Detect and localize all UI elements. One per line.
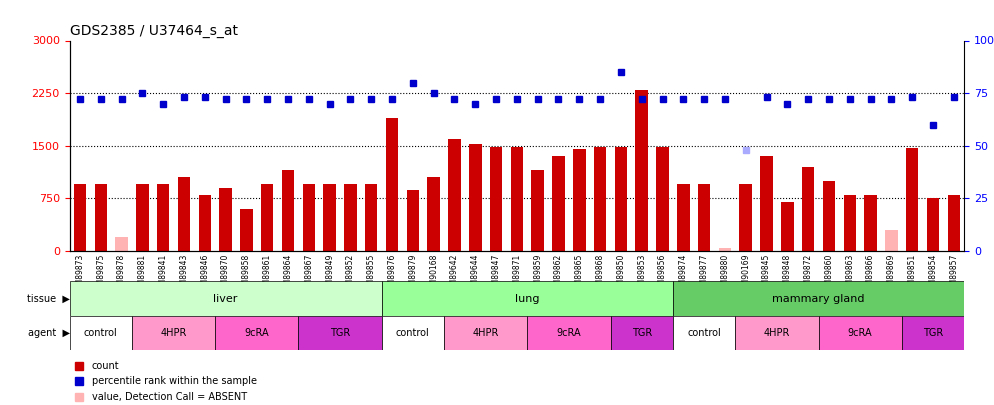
Bar xyxy=(407,190,419,251)
Text: control: control xyxy=(687,328,721,338)
Text: 4HPR: 4HPR xyxy=(763,328,790,338)
Bar xyxy=(469,144,481,251)
Bar xyxy=(610,316,673,350)
Bar xyxy=(323,184,336,251)
Bar xyxy=(490,147,502,251)
Bar xyxy=(94,184,107,251)
Bar xyxy=(740,184,752,251)
Bar xyxy=(677,184,690,251)
Text: 4HPR: 4HPR xyxy=(472,328,499,338)
Bar xyxy=(865,195,877,251)
Text: count: count xyxy=(92,360,119,371)
Bar xyxy=(70,281,382,316)
Text: TGR: TGR xyxy=(631,328,652,338)
Bar xyxy=(656,147,669,251)
Text: control: control xyxy=(83,328,117,338)
Bar xyxy=(673,316,736,350)
Bar xyxy=(736,316,818,350)
Bar xyxy=(574,149,585,251)
Bar xyxy=(115,237,128,251)
Bar xyxy=(199,195,211,251)
Text: tissue  ▶: tissue ▶ xyxy=(27,294,70,304)
Text: GDS2385 / U37464_s_at: GDS2385 / U37464_s_at xyxy=(70,24,238,38)
Bar xyxy=(926,198,939,251)
Bar xyxy=(511,147,523,251)
Bar xyxy=(906,148,918,251)
Bar xyxy=(593,147,606,251)
Bar xyxy=(281,171,294,251)
Bar xyxy=(902,316,964,350)
Text: mammary gland: mammary gland xyxy=(772,294,865,304)
Bar xyxy=(132,316,216,350)
Bar xyxy=(344,184,357,251)
Text: liver: liver xyxy=(214,294,238,304)
Bar xyxy=(802,167,814,251)
Text: lung: lung xyxy=(515,294,540,304)
Bar xyxy=(781,202,793,251)
Text: percentile rank within the sample: percentile rank within the sample xyxy=(92,376,256,386)
Bar xyxy=(365,184,378,251)
Text: value, Detection Call = ABSENT: value, Detection Call = ABSENT xyxy=(92,392,248,402)
Bar xyxy=(382,316,444,350)
Bar xyxy=(698,184,711,251)
Bar xyxy=(844,195,856,251)
Bar xyxy=(673,281,964,316)
Bar xyxy=(448,139,460,251)
Text: 9cRA: 9cRA xyxy=(245,328,269,338)
Bar xyxy=(216,316,298,350)
Bar xyxy=(719,247,732,251)
Bar xyxy=(614,147,627,251)
Text: TGR: TGR xyxy=(922,328,943,338)
Bar xyxy=(178,177,190,251)
Bar xyxy=(818,316,902,350)
Text: control: control xyxy=(396,328,429,338)
Bar xyxy=(885,230,898,251)
Text: 9cRA: 9cRA xyxy=(848,328,873,338)
Bar xyxy=(760,156,772,251)
Bar xyxy=(157,184,169,251)
Bar xyxy=(70,316,132,350)
Text: 4HPR: 4HPR xyxy=(160,328,187,338)
Bar xyxy=(241,209,252,251)
Bar xyxy=(261,184,273,251)
Bar xyxy=(553,156,565,251)
Bar xyxy=(444,316,527,350)
Bar xyxy=(532,171,544,251)
Text: agent  ▶: agent ▶ xyxy=(28,328,70,338)
Bar xyxy=(635,90,648,251)
Bar xyxy=(427,177,440,251)
Text: TGR: TGR xyxy=(330,328,350,338)
Text: 9cRA: 9cRA xyxy=(557,328,581,338)
Bar xyxy=(823,181,835,251)
Bar xyxy=(136,184,149,251)
Bar xyxy=(947,195,960,251)
Bar xyxy=(302,184,315,251)
Bar xyxy=(386,118,399,251)
Bar xyxy=(298,316,382,350)
Bar xyxy=(527,316,610,350)
Bar xyxy=(220,188,232,251)
Bar xyxy=(74,184,86,251)
Bar xyxy=(382,281,673,316)
